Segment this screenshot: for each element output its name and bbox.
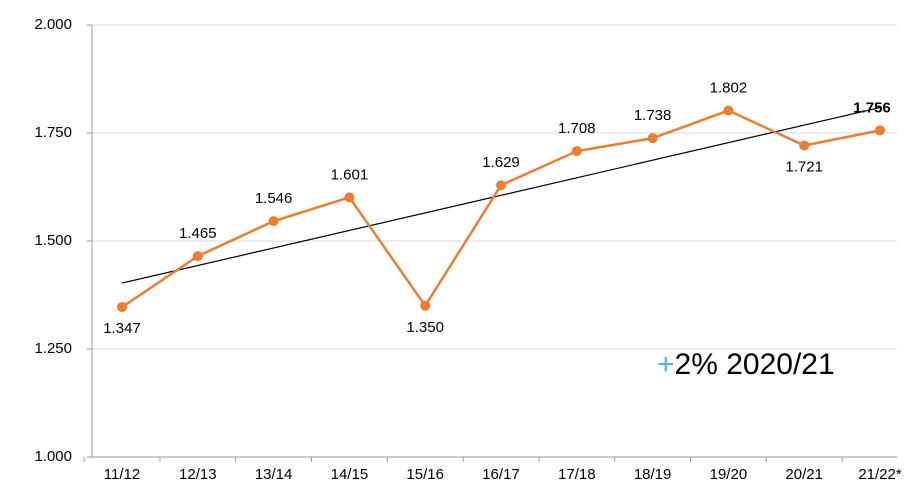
data-label: 1.756 xyxy=(853,99,891,116)
x-tick-label: 18/19 xyxy=(634,466,672,483)
x-tick-label: 14/15 xyxy=(331,466,369,483)
x-tick-label: 17/18 xyxy=(558,466,596,483)
annotation-sign: + xyxy=(657,348,675,381)
data-label: 1.465 xyxy=(179,225,217,242)
data-label: 1.629 xyxy=(482,154,520,171)
y-tick-label: 1.500 xyxy=(34,232,72,249)
data-label: 1.350 xyxy=(406,319,444,336)
data-label: 1.601 xyxy=(331,166,369,183)
x-tick-label: 13/14 xyxy=(255,466,293,483)
data-point xyxy=(496,180,506,191)
annotation-text: 2% 2020/21 xyxy=(675,348,835,381)
data-label: 1.347 xyxy=(103,320,141,337)
y-tick-label: 2.000 xyxy=(34,16,72,33)
x-tick-label: 12/13 xyxy=(179,466,217,483)
x-tick-label: 16/17 xyxy=(482,466,520,483)
data-point xyxy=(571,146,582,157)
x-tick-label: 19/20 xyxy=(710,466,748,483)
data-point xyxy=(344,192,355,203)
data-point xyxy=(647,133,658,144)
x-tick-label: 15/16 xyxy=(406,466,444,483)
x-tick-label: 20/21 xyxy=(785,466,823,483)
x-tick-label: 21/22* xyxy=(858,466,902,483)
data-label: 1.708 xyxy=(558,120,596,137)
data-point xyxy=(192,251,203,262)
data-point xyxy=(420,300,431,311)
data-point xyxy=(117,302,127,313)
y-tick-label: 1.250 xyxy=(34,340,72,357)
data-label: 1.738 xyxy=(634,107,672,124)
trend-line xyxy=(121,106,881,284)
y-tick-label: 1.000 xyxy=(34,448,72,465)
data-label: 1.721 xyxy=(785,158,823,175)
data-label: 1.802 xyxy=(710,80,748,97)
data-point xyxy=(799,140,810,151)
data-label: 1.546 xyxy=(255,190,293,207)
data-point xyxy=(723,105,734,116)
data-point xyxy=(875,125,885,136)
y-tick-label: 1.750 xyxy=(34,124,72,141)
data-point xyxy=(268,216,279,227)
series-line xyxy=(121,109,881,309)
annotation: +2% 2020/21 xyxy=(657,348,835,381)
x-tick-label: 11/12 xyxy=(104,466,140,483)
